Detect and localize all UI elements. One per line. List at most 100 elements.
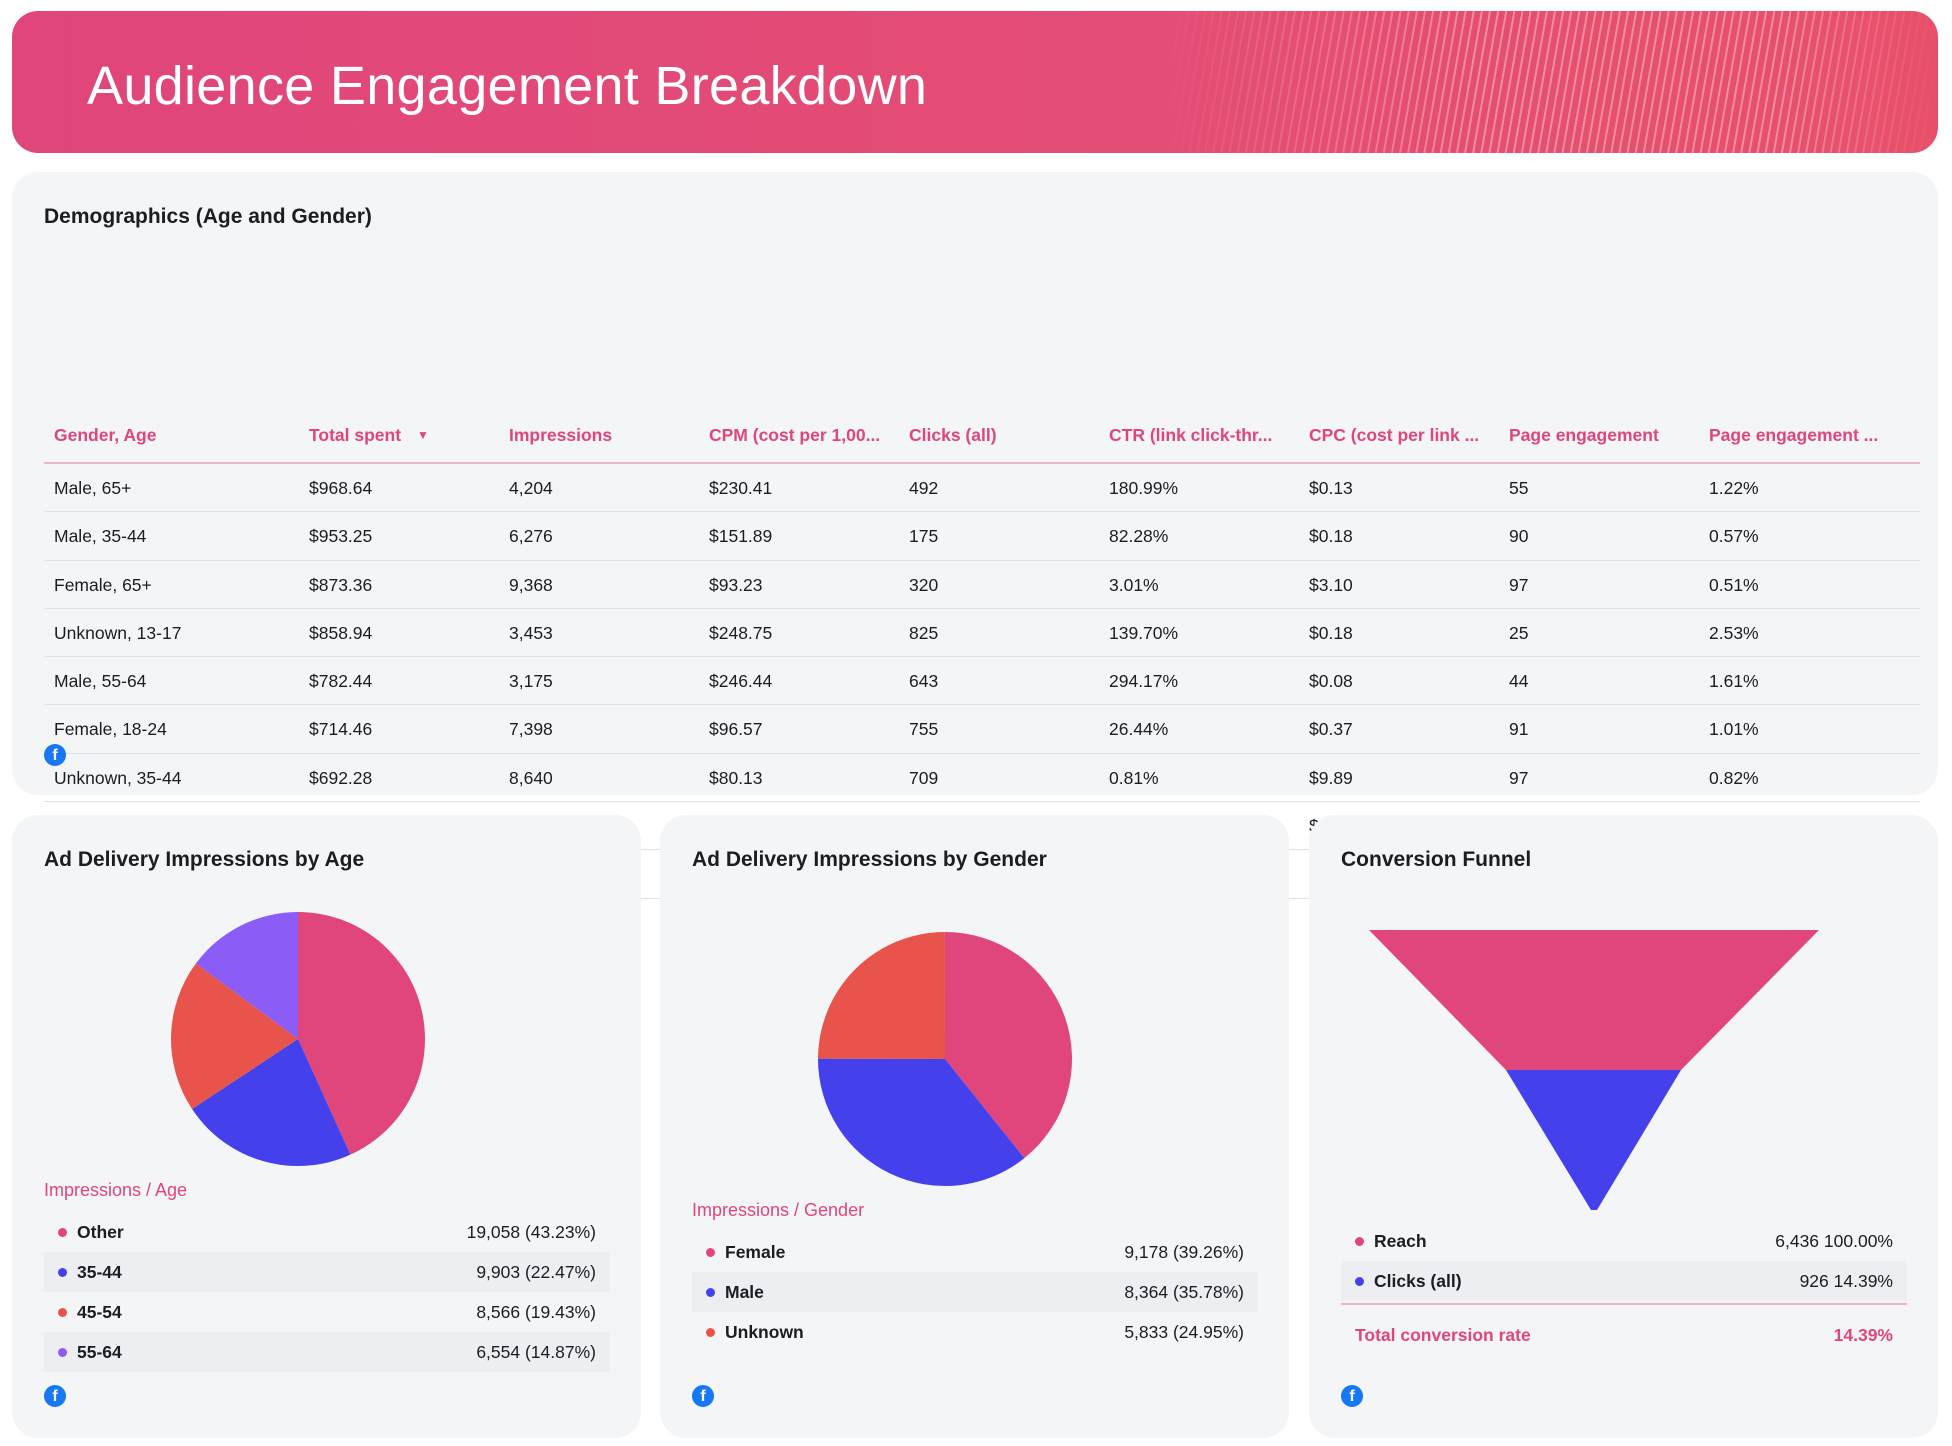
table-cell: 175 (909, 526, 939, 547)
table-cell: 44 (1509, 671, 1529, 692)
table-cell: $93.23 (709, 574, 763, 595)
table-cell: 1.01% (1709, 719, 1759, 740)
table-cell: 6,276 (509, 526, 553, 547)
table-cell: 320 (909, 574, 939, 595)
table-cell: $782.44 (309, 671, 373, 692)
column-header[interactable]: Total spent ▼ (309, 425, 429, 445)
legend-item[interactable]: Reach 6,436 100.00% (1341, 1221, 1907, 1261)
triangle-down-icon[interactable]: ▼ (417, 428, 429, 442)
facebook-icon: f (44, 1385, 66, 1407)
table-cell: 492 (909, 478, 939, 498)
column-header[interactable]: Impressions (509, 425, 613, 445)
table-cell: 825 (909, 622, 939, 643)
table-cell: Female, 65+ (54, 574, 152, 595)
legend-item[interactable]: 55-64 6,554 (14.87%) (44, 1332, 610, 1372)
table-cell: 97 (1509, 767, 1529, 788)
column-header[interactable]: Page engagement ... (1709, 425, 1879, 445)
total-conversion-value: 14.39% (1833, 1325, 1893, 1345)
pie-slice-other[interactable] (298, 912, 425, 1155)
table-cell: 3.01% (1109, 574, 1159, 595)
facebook-icon: f (692, 1385, 714, 1407)
table-cell: 0.81% (1109, 767, 1159, 788)
pie-slice-45-54[interactable] (171, 963, 298, 1110)
gender-pie-chart (818, 932, 1072, 1186)
gender-legend: Female 9,178 (39.26%) Male 8,364 (35.78%) Un… (692, 1232, 1258, 1352)
column-header[interactable]: CTR (link click-thr... (1109, 425, 1273, 445)
funnel-legend: Reach 6,436 100.00% Clicks (all) 926 14.39% (1341, 1221, 1907, 1301)
legend-item[interactable]: 45-54 8,566 (19.43%) (44, 1292, 610, 1332)
column-header[interactable]: CPC (cost per link ... (1309, 425, 1480, 445)
table-cell: Male, 35-44 (54, 526, 147, 547)
table-cell: $3.10 (1309, 574, 1353, 595)
funnel-chart (1369, 930, 1819, 1210)
table-cell: $858.94 (309, 622, 373, 643)
legend-item[interactable]: Unknown 5,833 (24.95%) (692, 1312, 1258, 1352)
funnel-card: Conversion Funnel Reach 6,436 100.00% Clic… (1309, 815, 1938, 1438)
table-cell: 755 (909, 719, 939, 740)
gender-title: Ad Delivery Impressions by Gender (692, 848, 1047, 871)
table-cell: $968.64 (309, 478, 373, 498)
demographics-card: Demographics (Age and Gender) Gender, Ag… (12, 172, 1938, 899)
table-cell: $873.36 (309, 574, 373, 595)
pie-slice-unknown[interactable] (818, 932, 945, 1059)
table-row[interactable]: Unknown, 13-17 $858.94 3,453 $248.75 825 139.… (44, 609, 1920, 658)
table-row[interactable]: Male, 55-64 $782.44 3,175 $246.44 643 294.17%… (44, 657, 1920, 706)
legend-item[interactable]: Clicks (all) 926 14.39% (1341, 1261, 1907, 1301)
table-cell: $96.57 (709, 719, 763, 740)
legend-dot-icon (58, 1228, 67, 1237)
table-cell: 90 (1509, 526, 1529, 547)
table-row[interactable]: Unknown, 35-44 $692.28 8,640 $80.13 709 0.81%… (44, 754, 1920, 803)
legend-item[interactable]: Other 19,058 (43.23%) (44, 1212, 610, 1252)
header-decoration (1158, 11, 1938, 153)
table-cell: $714.46 (309, 719, 373, 740)
table-header: Gender, Age Total spent ▼ Impressions CPM (c… (44, 408, 1920, 464)
legend-item[interactable]: Female 9,178 (39.26%) (692, 1232, 1258, 1272)
table-cell: 0.57% (1709, 526, 1759, 547)
table-cell: $151.89 (709, 526, 773, 547)
table-cell: 4,204 (509, 478, 553, 498)
pie-slice-female[interactable] (945, 932, 1072, 1159)
age-title: Ad Delivery Impressions by Age (44, 848, 365, 871)
table-cell: Male, 65+ (54, 478, 132, 498)
table-cell: 2.53% (1709, 622, 1759, 643)
table-cell: $246.44 (709, 671, 773, 692)
table-cell: 0.51% (1709, 574, 1759, 595)
table-cell: Unknown, 35-44 (54, 767, 182, 788)
funnel-title: Conversion Funnel (1341, 848, 1532, 871)
pie-slice-male[interactable] (818, 1058, 1025, 1186)
legend-dot-icon (1355, 1277, 1364, 1286)
table-row[interactable]: Male, 65+ $968.64 4,204 $230.41 492 180.99% $0… (44, 464, 1920, 513)
column-header[interactable]: Page engagement (1509, 425, 1659, 445)
table-cell: 3,453 (509, 622, 553, 643)
table-row[interactable]: Male, 35-44 $953.25 6,276 $151.89 175 82.28% $… (44, 512, 1920, 561)
age-card: Ad Delivery Impressions by Age Impressio… (12, 815, 641, 1438)
pie-slice-55-64[interactable] (195, 912, 298, 1039)
table-cell: 139.70% (1109, 622, 1179, 643)
legend-item[interactable]: Male 8,364 (35.78%) (692, 1272, 1258, 1312)
column-header[interactable]: Clicks (all) (909, 425, 997, 445)
table-row[interactable]: Female, 18-24 $714.46 7,398 $96.57 755 26.44%… (44, 705, 1920, 754)
table-cell: 97 (1509, 574, 1529, 595)
table-cell: $9.89 (1309, 767, 1353, 788)
column-header[interactable]: CPM (cost per 1,00... (709, 425, 881, 445)
table-cell: $0.37 (1309, 719, 1353, 740)
table-cell: $0.18 (1309, 526, 1353, 547)
column-header[interactable]: Gender, Age (54, 425, 157, 445)
table-cell: $248.75 (709, 622, 773, 643)
facebook-icon: f (1341, 1385, 1363, 1407)
table-cell: 1.61% (1709, 671, 1759, 692)
facebook-icon: f (44, 744, 66, 766)
gender-legend-label: Impressions / Gender (692, 1200, 865, 1220)
table-cell: 55 (1509, 478, 1529, 498)
table-cell: $692.28 (309, 767, 373, 788)
table-row[interactable]: Female, 65+ $873.36 9,368 $93.23 320 3.01% $3.… (44, 561, 1920, 609)
pie-slice-35-44[interactable] (192, 1039, 351, 1166)
table-cell: 0.82% (1709, 767, 1759, 788)
table-cell: 91 (1509, 719, 1529, 740)
legend-item[interactable]: 35-44 9,903 (22.47%) (44, 1252, 610, 1292)
legend-dot-icon (1355, 1237, 1364, 1246)
age-legend-label: Impressions / Age (44, 1180, 188, 1200)
table-cell: $80.13 (709, 767, 763, 788)
table-cell: Unknown, 13-17 (54, 622, 182, 643)
table-cell: 8,640 (509, 767, 553, 788)
